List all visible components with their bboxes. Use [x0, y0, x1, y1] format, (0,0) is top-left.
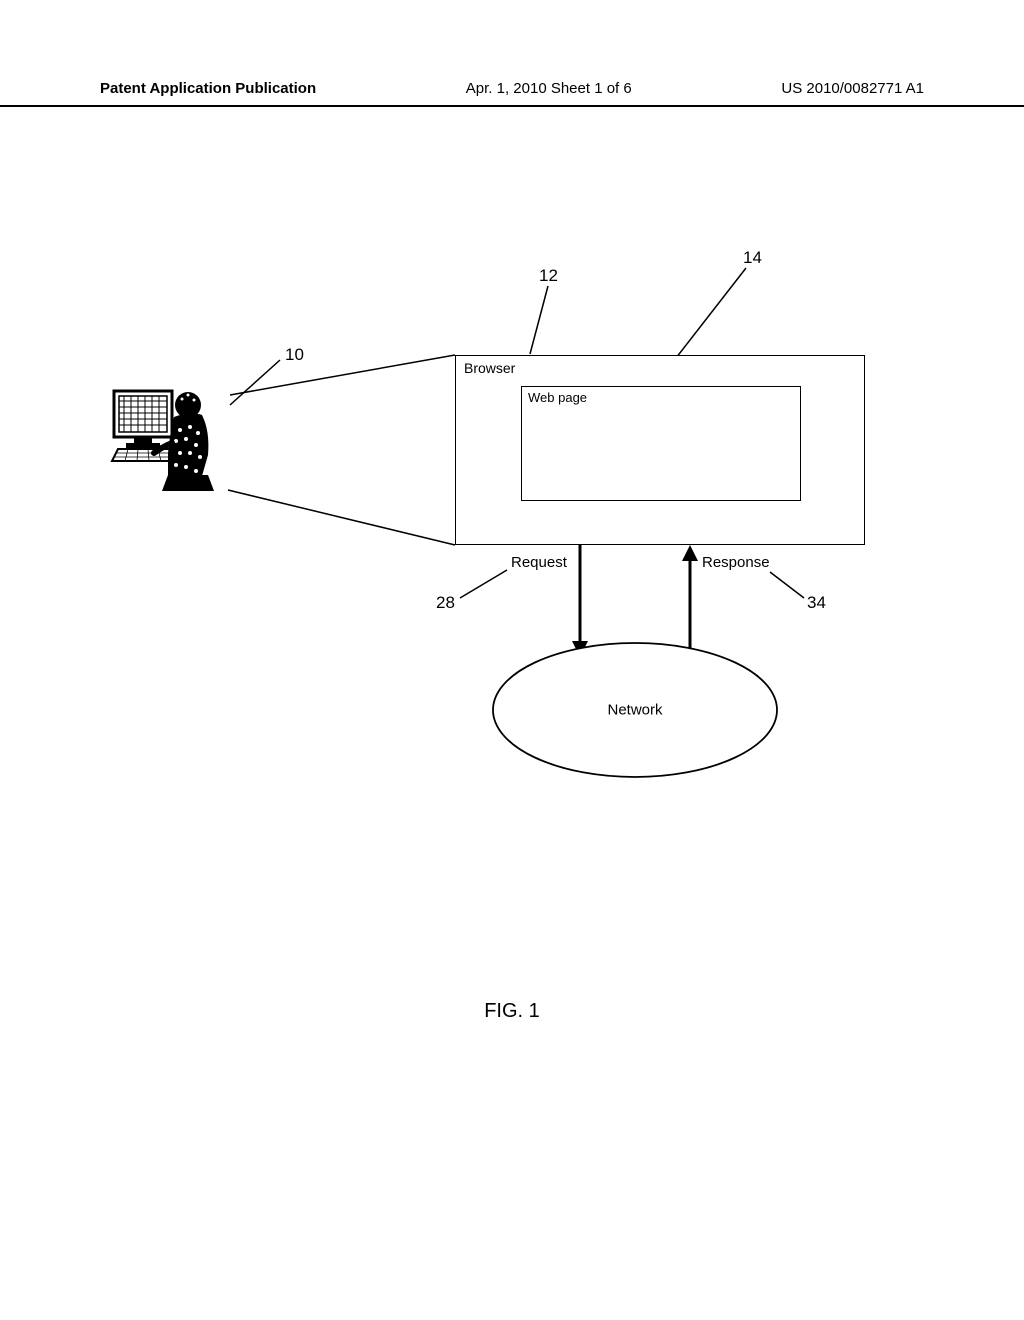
header-left-text: Patent Application Publication [100, 80, 316, 97]
figure-diagram: 10 12 14 Browser Web page Request Respon… [110, 260, 890, 840]
header-center-text: Apr. 1, 2010 Sheet 1 of 6 [466, 80, 632, 97]
header-right-text: US 2010/0082771 A1 [781, 80, 924, 97]
page-header: Patent Application Publication Apr. 1, 2… [0, 80, 1024, 107]
network-cloud: Network [490, 640, 780, 780]
figure-caption: FIG. 1 [0, 1000, 1024, 1023]
network-label: Network [607, 702, 662, 719]
